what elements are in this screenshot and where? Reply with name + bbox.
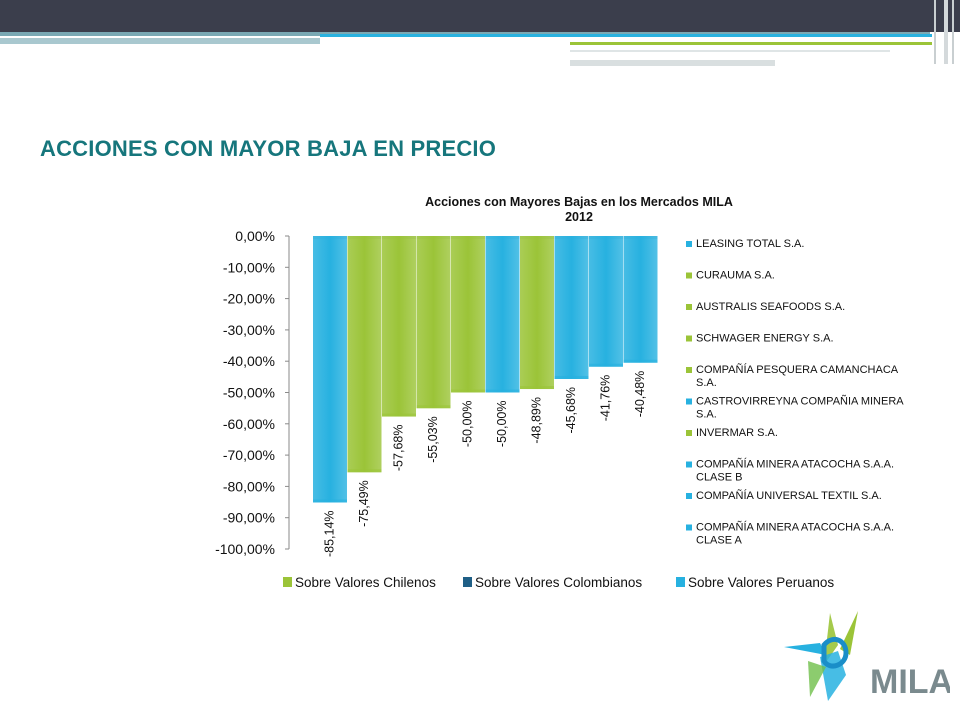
legend-swatch: [686, 367, 692, 373]
y-tick-label: -40,00%: [223, 353, 275, 369]
bar-7: [520, 236, 554, 390]
header-stripe-accent: [320, 34, 932, 37]
y-tick-label: -60,00%: [223, 416, 275, 432]
bar-data-label: -41,76%: [598, 375, 612, 422]
bar-2: [347, 236, 382, 473]
legend-label: S.A.: [696, 377, 717, 389]
legend-swatch: [686, 241, 692, 247]
y-tick-label: -10,00%: [223, 259, 275, 275]
slide-title: ACCIONES CON MAYOR BAJA EN PRECIO: [40, 136, 497, 161]
y-tick-label: -80,00%: [223, 478, 275, 494]
bar-bottom-edge: [382, 413, 416, 417]
bar-8: [554, 236, 589, 379]
bar-data-label: -55,03%: [426, 416, 440, 463]
y-tick-label: -100,00%: [215, 541, 275, 557]
legend-label: CASTROVIRREYNA COMPAÑIA MINERA: [696, 395, 904, 408]
header-side-lines-2: [944, 0, 948, 64]
header-stripe-green: [570, 42, 932, 45]
legend-label: CURAUMA S.A.: [696, 270, 775, 282]
bar-bottom-edge: [520, 386, 554, 390]
bar-bottom-edge: [451, 389, 485, 393]
bar-bottom-edge: [313, 499, 347, 503]
y-tick-label: -70,00%: [223, 447, 275, 463]
y-tick-label: -50,00%: [223, 385, 275, 401]
bar-data-label: -50,00%: [460, 401, 474, 448]
market-legend-swatch: [283, 577, 292, 587]
bar-data-label: -45,68%: [564, 387, 578, 434]
legend-label: COMPAÑÍA MINERA ATACOCHA S.A.A.: [696, 521, 894, 534]
market-legend-label: Sobre Valores Colombianos: [475, 575, 642, 590]
legend-label: S.A.: [696, 409, 717, 421]
legend-label: COMPAÑÍA PESQUERA CAMANCHACA: [696, 363, 899, 376]
bar-data-label: -75,49%: [357, 480, 371, 527]
bar-bottom-edge: [485, 389, 520, 393]
mila-logo-mark: [784, 611, 858, 701]
legend-swatch: [686, 461, 692, 468]
header-stripe-gray-2: [570, 60, 775, 66]
header-side-lines: [934, 0, 936, 64]
bar-10: [623, 236, 658, 363]
chart-title: Acciones con Mayores Bajas en los Mercad…: [425, 195, 733, 209]
y-tick-label: -20,00%: [223, 291, 275, 307]
y-tick-label: -90,00%: [223, 510, 275, 526]
legend-label: CLASE A: [696, 535, 743, 547]
header-stripe-gray: [570, 50, 890, 52]
market-legend-label: Sobre Valores Chilenos: [295, 575, 436, 590]
bar-data-label: -57,68%: [391, 425, 405, 472]
bar-data-label: -40,48%: [633, 371, 647, 418]
header-stripe-left: [0, 38, 320, 44]
market-legend-label: Sobre Valores Peruanos: [688, 575, 834, 590]
mila-logo: MILA: [784, 611, 950, 701]
bar-5: [451, 236, 485, 393]
bar-9: [589, 236, 623, 367]
header-bar: [0, 0, 960, 32]
legend-swatch: [686, 304, 692, 310]
bar-bottom-edge: [589, 363, 623, 367]
bar-bottom-edge: [416, 405, 451, 409]
market-legend-swatch: [676, 577, 685, 587]
legend-swatch: [686, 398, 692, 405]
bar-data-label: -50,00%: [495, 401, 509, 448]
bar-bottom-edge: [623, 359, 658, 363]
legend-label: CLASE B: [696, 472, 742, 484]
chart-subtitle: 2012: [565, 210, 593, 224]
bar-bottom-edge: [347, 469, 382, 473]
legend-label: AUSTRALIS SEAFOODS S.A.: [696, 301, 845, 313]
mila-logo-text: MILA: [870, 663, 950, 701]
bar-6: [485, 236, 520, 393]
bar-4: [416, 236, 451, 409]
legend-swatch: [686, 493, 692, 499]
bar-data-label: -85,14%: [322, 510, 336, 557]
legend-label: COMPAÑÍA UNIVERSAL TEXTIL S.A.: [696, 489, 882, 502]
market-legend-swatch: [463, 577, 472, 587]
legend-swatch: [686, 272, 692, 279]
bar-1: [313, 236, 347, 503]
legend-swatch: [686, 524, 692, 531]
legend-label: SCHWAGER ENERGY S.A.: [696, 333, 834, 345]
legend-label: COMPAÑÍA MINERA ATACOCHA S.A.A.: [696, 458, 894, 471]
bar-3: [382, 236, 416, 417]
legend-label: LEASING TOTAL S.A.: [696, 238, 804, 250]
y-tick-label: -30,00%: [223, 322, 275, 338]
legend-label: INVERMAR S.A.: [696, 427, 778, 439]
bar-data-label: -48,89%: [529, 397, 543, 444]
legend-swatch: [686, 335, 692, 342]
y-tick-label: 0,00%: [235, 228, 275, 244]
legend-swatch: [686, 430, 692, 436]
header-side-lines-3: [952, 0, 954, 64]
bar-bottom-edge: [554, 375, 589, 379]
